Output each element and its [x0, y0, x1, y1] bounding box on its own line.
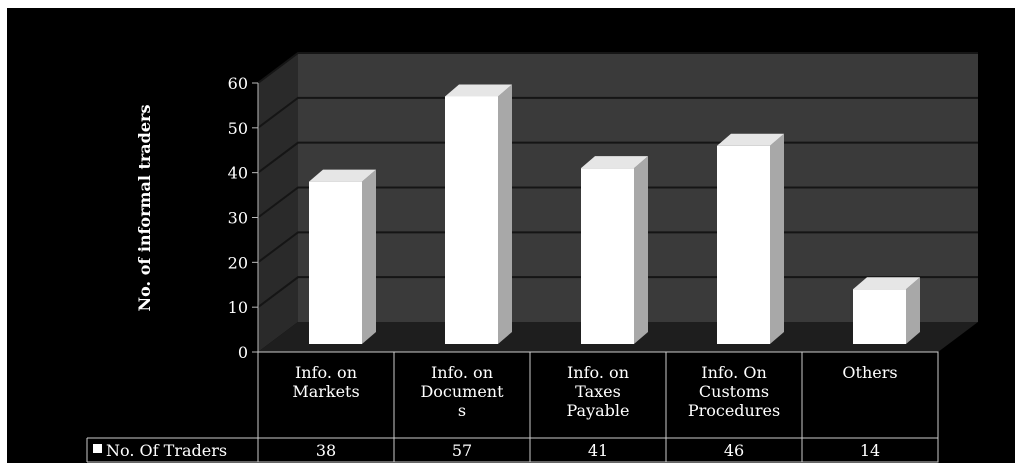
y-tick-label: 40 — [228, 164, 248, 183]
y-axis-label: No. of informal traders — [135, 105, 154, 312]
bar-top — [853, 277, 920, 290]
bar-front — [445, 96, 498, 344]
bar-front — [853, 289, 906, 344]
bar-side — [906, 277, 920, 344]
data-label: 57 — [452, 441, 472, 460]
legend-swatch — [93, 444, 102, 453]
bar — [581, 156, 648, 344]
bar-side — [498, 84, 512, 344]
x-tick-label: Others — [842, 363, 897, 382]
bar-front — [717, 145, 770, 344]
bar-side — [770, 133, 784, 344]
y-tick-label: 20 — [228, 253, 248, 272]
data-label: 46 — [724, 441, 744, 460]
bar-top — [445, 84, 512, 97]
x-tick-label: Info. On Customs Procedures — [688, 363, 780, 420]
data-label: 41 — [588, 441, 608, 460]
gridline — [257, 52, 978, 84]
y-tick-label: 50 — [228, 119, 248, 138]
data-label: 38 — [316, 441, 336, 460]
y-tick-label: 10 — [228, 298, 248, 317]
gridline — [257, 96, 978, 129]
x-tick-label: Info. on Markets — [292, 363, 359, 401]
bar-front — [581, 168, 634, 344]
y-tick-label: 30 — [228, 209, 248, 228]
bar-top — [309, 169, 376, 182]
x-tick-label: Info. on Document s — [420, 363, 504, 420]
y-tick-label: 0 — [238, 343, 248, 362]
bar — [445, 84, 512, 344]
x-tick-label: Info. on Taxes Payable — [567, 363, 630, 420]
bar — [853, 277, 920, 344]
bar-side — [362, 169, 376, 344]
bar — [717, 133, 784, 344]
data-label: 14 — [860, 441, 880, 460]
bar-top — [581, 156, 648, 169]
bar — [309, 169, 376, 344]
bar-side — [634, 156, 648, 344]
y-tick-label: 60 — [228, 74, 248, 93]
bar-top — [717, 133, 784, 146]
legend-entry: No. Of Traders — [106, 441, 227, 460]
bar-front — [309, 181, 362, 344]
data-table-frame — [257, 351, 939, 463]
